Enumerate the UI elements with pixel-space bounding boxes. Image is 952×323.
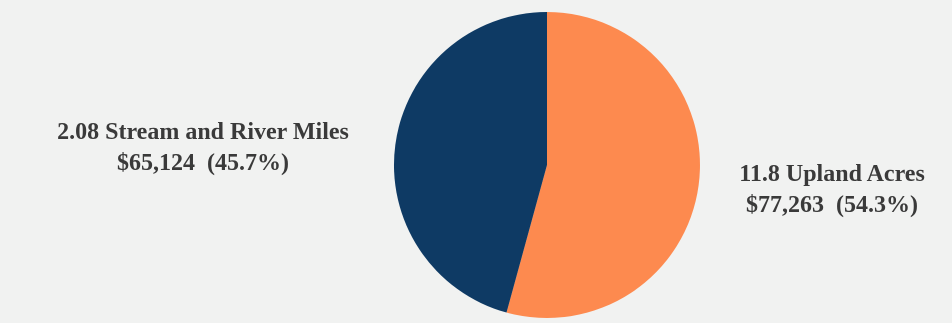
slice-label-upland-percent: (54.3%) xyxy=(836,192,918,218)
pie-slice-upland xyxy=(506,12,700,319)
slice-label-stream-river-title: 2.08 Stream and River Miles xyxy=(57,119,349,145)
slice-label-upland-title: 11.8 Upland Acres xyxy=(739,161,925,187)
slice-label-stream-river-percent: (45.7%) xyxy=(207,150,289,176)
pie-slice-stream-river xyxy=(393,11,547,313)
slice-label-upland: 11.8 Upland Acres $77,263 (54.3%) xyxy=(712,159,952,221)
slice-label-stream-river: 2.08 Stream and River Miles $65,124 (45.7… xyxy=(8,117,398,179)
slice-label-stream-river-amount: $65,124 xyxy=(117,150,195,176)
slice-label-upland-amount: $77,263 xyxy=(746,192,824,218)
